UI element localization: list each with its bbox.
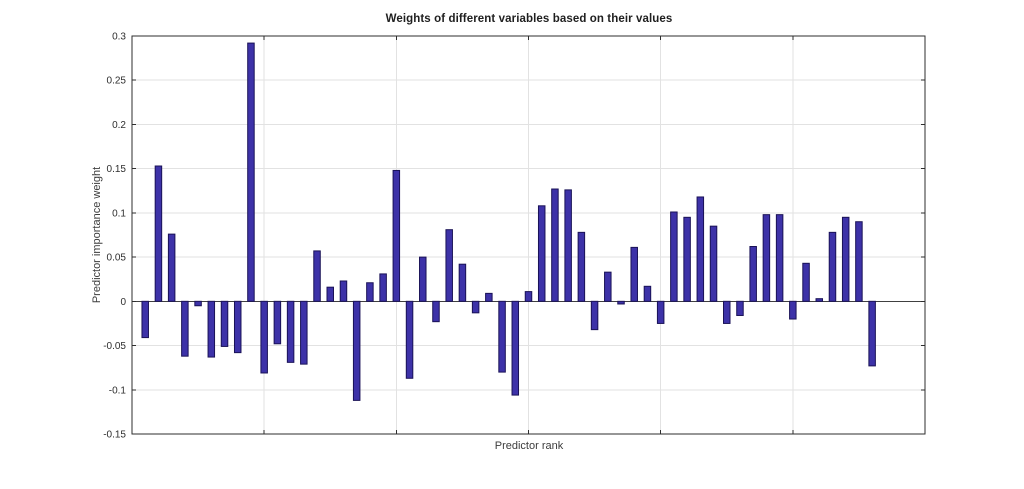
bar-rank-53	[828, 231, 837, 302]
bar-rank-40	[656, 300, 665, 324]
bar-rank-10	[260, 300, 268, 374]
bar-rank-46	[736, 300, 744, 316]
bar-rank-44	[709, 225, 718, 302]
x-axis-label: Predictor rank	[494, 440, 564, 452]
bar-rank-55	[855, 221, 863, 302]
bar-rank-45	[723, 300, 731, 324]
bar-rank-19	[379, 273, 387, 302]
bar-rank-5	[194, 300, 202, 307]
bar-rank-37	[617, 300, 625, 305]
bar-rank-36	[604, 271, 612, 302]
bar-rank-16	[339, 280, 348, 302]
bar-rank-42	[683, 216, 691, 302]
bar-rank-12	[286, 300, 295, 363]
y-tick-label: 0.15	[107, 164, 127, 175]
bar-rank-25	[458, 263, 467, 302]
bar-rank-1	[141, 300, 149, 339]
bar-rank-7	[220, 300, 229, 347]
bar-rank-3	[167, 233, 176, 302]
y-tick-label: 0	[120, 297, 126, 308]
bar-rank-39	[643, 285, 652, 302]
chart-title: Weights of different variables based on …	[385, 13, 673, 25]
bar-rank-41	[670, 211, 678, 302]
bar-rank-31	[537, 205, 546, 302]
bar-rank-11	[273, 300, 282, 345]
bar-rank-30	[524, 291, 533, 302]
bar-rank-43	[696, 196, 705, 302]
bar-rank-49	[775, 214, 784, 302]
y-tick-label: 0.05	[107, 253, 127, 264]
bar-rank-52	[815, 298, 824, 302]
bar-rank-47	[749, 246, 757, 302]
bar-rank-22	[419, 256, 427, 302]
bar-rank-14	[313, 250, 321, 302]
bar-rank-29	[511, 300, 520, 396]
bar-rank-18	[366, 282, 374, 302]
bar-rank-8	[233, 300, 242, 354]
bar-rank-38	[630, 246, 638, 302]
bar-rank-34	[577, 231, 586, 302]
bar-rank-50	[789, 300, 797, 320]
y-tick-label: 0.25	[107, 76, 127, 87]
bar-rank-51	[802, 262, 810, 302]
bar-rank-17	[352, 300, 361, 401]
bar-rank-4	[181, 300, 189, 357]
bar-rank-20	[392, 169, 401, 302]
bar-rank-32	[551, 188, 559, 302]
bar-rank-21	[405, 300, 414, 379]
bar-rank-13	[300, 300, 308, 365]
bar-rank-56	[868, 300, 876, 367]
bar-rank-48	[762, 214, 771, 302]
bar-rank-27	[485, 292, 493, 302]
y-tick-label: 0.3	[112, 32, 126, 43]
bar-rank-23	[432, 300, 440, 323]
y-tick-label: -0.1	[109, 385, 127, 396]
bar-rank-28	[498, 300, 506, 373]
bar-rank-15	[326, 286, 334, 302]
y-tick-label: 0.1	[112, 208, 126, 219]
y-axis-label: Predictor importance weight	[91, 166, 103, 304]
bar-rank-26	[471, 300, 480, 314]
bar-rank-24	[445, 229, 453, 302]
bar-rank-33	[564, 189, 572, 302]
y-tick-label: -0.15	[103, 430, 126, 441]
bar-rank-9	[247, 42, 255, 302]
bar-rank-2	[154, 165, 163, 302]
bar-rank-54	[841, 216, 850, 302]
y-tick-label: 0.2	[112, 120, 126, 131]
bar-rank-6	[207, 300, 216, 358]
bar-rank-35	[590, 300, 599, 331]
y-tick-label: -0.05	[103, 341, 126, 352]
